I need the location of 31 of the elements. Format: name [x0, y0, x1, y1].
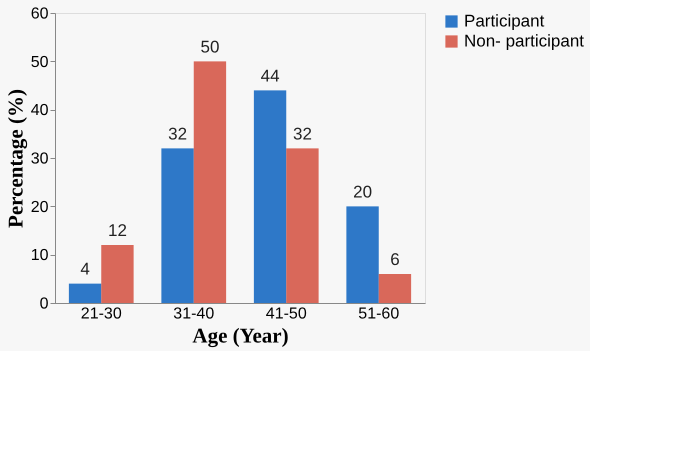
x-tick-label: 31-40: [173, 306, 214, 322]
x-tick-label: 41-50: [266, 306, 307, 322]
bar: [286, 148, 319, 303]
y-tick-label: 30: [30, 150, 49, 168]
bar: [378, 274, 412, 303]
data-label: 20: [353, 182, 372, 202]
y-tick-label: 20: [30, 198, 49, 216]
bar: [161, 148, 194, 303]
bar: [346, 206, 379, 303]
y-tick-label: 40: [30, 102, 49, 120]
data-label: 12: [108, 221, 127, 240]
legend-label: Participant: [464, 12, 545, 30]
x-axis-title: Age (Year): [192, 324, 289, 348]
legend-label: Non- participant: [464, 32, 584, 50]
data-label: 32: [168, 124, 188, 144]
y-tick-label: 10: [30, 247, 49, 264]
y-tick-label: 60: [30, 6, 49, 22]
bar: [254, 90, 286, 303]
bar: [68, 284, 102, 303]
y-axis-title: Percentage (%): [4, 89, 28, 228]
x-tick-label: 21-30: [80, 306, 122, 322]
data-label: 44: [260, 66, 280, 86]
data-label: 50: [200, 37, 220, 56]
bar: [194, 61, 226, 303]
x-tick-label: 51-60: [358, 306, 400, 322]
data-label: 32: [292, 124, 312, 144]
bar: [101, 245, 134, 303]
data-label: 4: [80, 260, 90, 279]
data-label: 6: [390, 250, 400, 269]
y-tick-label: 50: [30, 54, 49, 71]
y-tick-label: 0: [40, 296, 49, 312]
